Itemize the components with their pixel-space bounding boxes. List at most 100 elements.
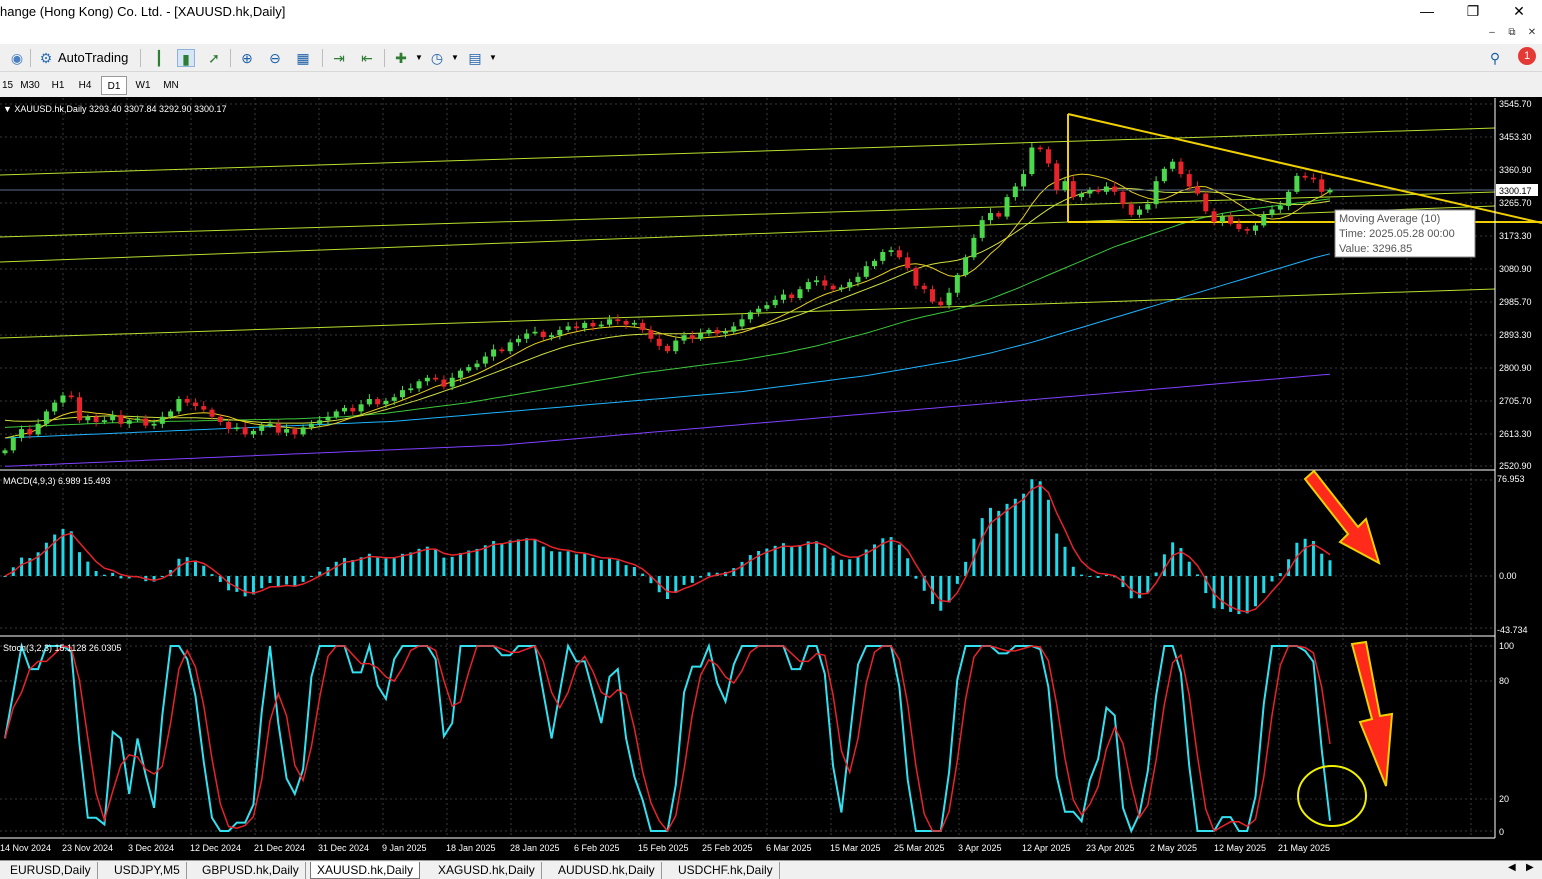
chart-shift-icon[interactable]: ⇤ xyxy=(361,50,373,66)
macd-bar xyxy=(856,556,860,576)
macd-bar xyxy=(1030,479,1034,576)
candle-body xyxy=(1319,179,1325,192)
mdi-minimize-icon[interactable]: – xyxy=(1489,27,1495,38)
tf-h4[interactable]: H4 xyxy=(78,80,92,91)
candle-body xyxy=(1186,174,1192,187)
candle-body xyxy=(143,418,149,426)
toolbar: ◉ ⚙ AutoTrading ┃ ▮ ➚ ⊕ ⊖ ▦ ⇥ ⇤ ✚ ▼ ◷ ▼ … xyxy=(0,44,1542,72)
tooltip-title: Moving Average (10) xyxy=(1339,213,1440,225)
tile-windows-icon[interactable]: ▦ xyxy=(296,50,310,66)
macd-bar xyxy=(210,574,214,576)
candle-body xyxy=(565,326,571,330)
candle-body xyxy=(400,390,405,398)
auto-scroll-icon[interactable]: ⇥ xyxy=(333,50,345,66)
candle-body xyxy=(441,379,447,387)
candle-body xyxy=(10,437,16,451)
tab-usdchf[interactable]: USDCHF.hk,Daily xyxy=(672,862,780,879)
macd-bar xyxy=(964,561,968,576)
candle-body xyxy=(1161,168,1167,182)
arrow-icon xyxy=(1303,469,1381,566)
window-title: hange (Hong Kong) Co. Ltd. - [XAUUSD.hk,… xyxy=(0,4,286,19)
chevron-down-icon[interactable]: ▼ xyxy=(415,53,423,62)
chart-grid xyxy=(0,98,1495,838)
macd-bar xyxy=(492,541,496,576)
market-watch-icon[interactable]: ◉ xyxy=(10,50,24,66)
templates-icon[interactable]: ▤ xyxy=(468,50,482,66)
macd-label: MACD(4,9,3) 6.989 15.493 xyxy=(3,476,111,486)
candle-body xyxy=(640,322,646,330)
toolbar-separator xyxy=(384,49,385,67)
autotrading-icon[interactable]: ⚙ xyxy=(39,50,53,66)
title-bar: hange (Hong Kong) Co. Ltd. - [XAUUSD.hk,… xyxy=(0,0,1542,24)
line-chart-icon[interactable]: ➚ xyxy=(208,50,220,66)
date-tick: 18 Jan 2025 xyxy=(446,843,496,853)
price-tick: 2893.30 xyxy=(1499,330,1532,340)
tab-gbpusd[interactable]: GBPUSD.hk,Daily xyxy=(196,862,306,879)
tabs-scroll-right-icon[interactable]: ▶ xyxy=(1526,862,1534,873)
autotrading-button[interactable]: AutoTrading xyxy=(58,50,129,65)
tf-m30[interactable]: M30 xyxy=(20,80,40,91)
bar-chart-icon[interactable]: ┃ xyxy=(154,50,164,66)
candle-body xyxy=(101,420,107,423)
candle-body xyxy=(308,423,314,428)
candle-body xyxy=(192,402,198,407)
macd-bar xyxy=(1154,572,1158,576)
macd-bar xyxy=(1229,576,1233,612)
close-button[interactable]: ✕ xyxy=(1513,3,1525,19)
minimize-button[interactable]: — xyxy=(1420,3,1434,19)
search-icon[interactable]: ⚲ xyxy=(1489,50,1501,66)
candle-body xyxy=(491,349,497,357)
price-tick: 2520.90 xyxy=(1499,461,1532,471)
macd-bar xyxy=(102,574,106,576)
price-tick: 3545.70 xyxy=(1499,99,1532,109)
candle-body xyxy=(151,423,157,426)
tab-eurusd[interactable]: EURUSD,Daily xyxy=(4,862,98,879)
mdi-close-icon[interactable]: ✕ xyxy=(1527,27,1537,38)
candle-body xyxy=(1170,161,1176,169)
ma20-line xyxy=(4,187,1331,424)
notification-badge[interactable]: 1 xyxy=(1518,47,1536,65)
tab-xagusd[interactable]: XAGUSD.hk,Daily xyxy=(432,862,542,879)
tab-usdjpy[interactable]: USDJPY,M5 xyxy=(108,862,187,879)
chevron-down-icon[interactable]: ▼ xyxy=(451,53,459,62)
macd-bar xyxy=(1088,575,1092,577)
macd-bar xyxy=(202,565,206,576)
candle-body xyxy=(1145,204,1151,210)
candle-body xyxy=(449,377,455,387)
candle-body xyxy=(1103,186,1109,192)
tf-w1[interactable]: W1 xyxy=(135,80,151,91)
macd-bar xyxy=(533,539,537,576)
channel-line xyxy=(0,127,1496,176)
candle-body xyxy=(275,423,281,433)
candle-body xyxy=(921,285,927,290)
tf-mn[interactable]: MN xyxy=(163,80,179,91)
macd-bar xyxy=(450,556,454,576)
candle-body xyxy=(226,422,232,430)
tab-audusd[interactable]: AUDUSD.hk,Daily xyxy=(552,862,662,879)
date-tick: 28 Jan 2025 xyxy=(510,843,560,853)
ma10-line xyxy=(4,173,1331,439)
macd-bar xyxy=(343,557,347,576)
tf-m15[interactable]: 15 xyxy=(1,80,14,91)
macd-bar xyxy=(798,544,802,576)
indicators-icon[interactable]: ✚ xyxy=(395,50,407,66)
mdi-restore-icon[interactable]: ⧉ xyxy=(1508,27,1516,38)
zoom-in-icon[interactable]: ⊕ xyxy=(241,50,253,66)
macd-tick: -43.734 xyxy=(1497,625,1528,635)
stoch-tick: 80 xyxy=(1499,676,1509,686)
periods-icon[interactable]: ◷ xyxy=(430,50,444,66)
candle-body xyxy=(1112,186,1118,192)
candle-body xyxy=(665,345,670,352)
chevron-down-icon[interactable]: ▼ xyxy=(489,53,497,62)
zoom-out-icon[interactable]: ⊖ xyxy=(269,50,281,66)
date-tick: 6 Mar 2025 xyxy=(766,843,812,853)
macd-bar xyxy=(690,576,694,583)
maximize-button[interactable]: ❐ xyxy=(1466,3,1480,19)
chart-area[interactable]: ▼ XAUUSD.hk,Daily 3293.40 3307.84 3292.9… xyxy=(0,97,1542,860)
tab-xauusd[interactable]: XAUUSD.hk,Daily xyxy=(310,862,421,879)
tf-d1[interactable]: D1 xyxy=(101,76,127,95)
candlestick-icon[interactable]: ▮ xyxy=(177,49,195,67)
tabs-scroll-left-icon[interactable]: ◀ xyxy=(1508,862,1516,873)
tf-h1[interactable]: H1 xyxy=(51,80,65,91)
candle-body xyxy=(333,411,339,417)
